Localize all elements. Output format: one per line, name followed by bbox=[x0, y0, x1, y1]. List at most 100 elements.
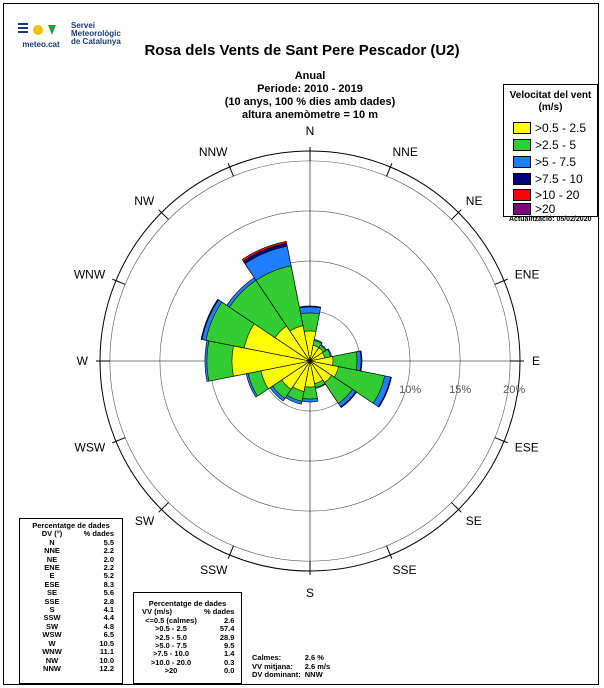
logo-site: meteo.cat bbox=[22, 40, 60, 49]
direction-label-SE: SE bbox=[466, 514, 482, 528]
direction-row: S 4.1 bbox=[28, 605, 116, 615]
direction-label-E: E bbox=[532, 354, 540, 368]
direction-row: W 10.5 bbox=[28, 638, 116, 648]
chart-frame bbox=[3, 3, 599, 685]
direction-label-ESE: ESE bbox=[515, 441, 539, 455]
direction-row: ESE 8.3 bbox=[28, 579, 116, 589]
direction-tick bbox=[158, 209, 169, 220]
direction-label-WSW: WSW bbox=[75, 441, 106, 455]
direction-tick bbox=[227, 163, 234, 177]
ring-label: 20% bbox=[503, 384, 525, 396]
direction-label-NE: NE bbox=[466, 194, 483, 208]
direction-row: E 5.2 bbox=[28, 572, 116, 581]
legend-title: Velocitat del vent (m/s) bbox=[509, 90, 592, 113]
summary-stats-table: Calmes: 2.6 % VV mitjana: 2.6 m/s DV dominan… bbox=[252, 653, 334, 680]
speed-cell: <=0.5 (calmes) bbox=[145, 615, 197, 625]
direction-cell: W bbox=[48, 638, 56, 648]
direction-label-N: N bbox=[306, 124, 315, 138]
direction-label-NNW: NNW bbox=[199, 145, 228, 159]
direction-percentage-table: Percentatge de dades DV (°)% dades N 5.5 N… bbox=[19, 518, 123, 684]
direction-row: ENE 2.2 bbox=[28, 563, 116, 572]
direction-cell: SSW bbox=[43, 613, 61, 623]
direction-pct-cell: 2.8 bbox=[103, 596, 114, 606]
direction-cell: WSW bbox=[42, 630, 62, 640]
stat-label: DV dominant: bbox=[252, 670, 301, 680]
direction-cell: S bbox=[49, 605, 55, 615]
direction-table: DV (°) % dades N 5.5 NNE 2.2 NE 2.0 ENE 2.2 E 5.2 E… bbox=[28, 529, 116, 673]
speed-table-header-vv: VV (m/s) bbox=[142, 607, 173, 617]
direction-cell: NW bbox=[45, 655, 59, 665]
direction-pct-cell: 2.2 bbox=[103, 546, 114, 556]
subtitle-line-1: Anual bbox=[294, 70, 326, 82]
speed-pct-cell: 9.5 bbox=[224, 641, 235, 651]
stat-label: Calmes: bbox=[252, 653, 282, 662]
legend: Velocitat del vent (m/s) >0.5 - 2.5 >2.5… bbox=[503, 84, 598, 217]
speed-pct-cell: 28.9 bbox=[219, 632, 235, 642]
direction-pct-cell: 2.0 bbox=[103, 554, 114, 564]
direction-pct-cell: 6.5 bbox=[103, 630, 114, 640]
direction-label-SSE: SSE bbox=[393, 563, 417, 577]
stat-label: VV mitjana: bbox=[252, 661, 293, 671]
direction-row: SE 5.6 bbox=[28, 588, 116, 598]
direction-cell: N bbox=[49, 537, 55, 547]
legend-label-6: >20 bbox=[535, 202, 556, 216]
direction-label-SW: SW bbox=[135, 514, 155, 528]
speed-row: >10.0 - 20.0 0.3 bbox=[140, 657, 236, 667]
logo-org-line1: Servei bbox=[71, 21, 96, 30]
speed-pct-cell: 0.0 bbox=[224, 666, 235, 676]
direction-tick bbox=[158, 502, 169, 513]
speed-cell: >10.0 - 20.0 bbox=[150, 657, 192, 667]
direction-cell: NNW bbox=[43, 663, 61, 673]
direction-tick bbox=[494, 437, 508, 444]
direction-pct-cell: 11.1 bbox=[99, 647, 114, 657]
legend-swatch-6 bbox=[513, 203, 531, 215]
ring-label: 15% bbox=[449, 384, 471, 396]
direction-tick bbox=[494, 278, 508, 285]
petal-NNW-1 bbox=[289, 325, 311, 362]
legend-label-2: >2.5 - 5 bbox=[535, 138, 577, 152]
stat-value: NNW bbox=[304, 670, 323, 680]
speed-row: >20 0.0 bbox=[140, 666, 236, 676]
speed-table: VV (m/s)% dades <=0.5 (calmes) 2.6 >0.5 - … bbox=[140, 607, 236, 676]
direction-label-SSW: SSW bbox=[200, 563, 228, 577]
direction-cell: ESE bbox=[44, 579, 60, 589]
direction-row: SSW 4.4 bbox=[28, 613, 116, 623]
legend-label-3: >5 - 7.5 bbox=[535, 155, 577, 169]
direction-pct-cell: 5.5 bbox=[103, 537, 114, 547]
direction-cell: NE bbox=[46, 554, 58, 564]
speed-row: >7.5 - 10.0 1.4 bbox=[140, 649, 236, 659]
direction-label-ENE: ENE bbox=[515, 268, 540, 282]
direction-table-header-dir: DV (°) bbox=[41, 529, 63, 539]
stat-row: Calmes: 2.6 % bbox=[252, 653, 334, 663]
direction-pct-cell: 4.1 bbox=[103, 605, 114, 615]
legend-swatch-4 bbox=[513, 173, 531, 185]
direction-table-title: Percentatge de dades bbox=[32, 521, 110, 530]
direction-pct-cell: 5.6 bbox=[103, 588, 114, 598]
direction-row: WSW 6.5 bbox=[28, 630, 116, 640]
meteocat-logo-icon: meteo.cat bbox=[17, 22, 65, 50]
legend-swatch-5 bbox=[513, 189, 531, 201]
legend-swatch-1 bbox=[513, 122, 531, 134]
direction-table-header-pct: % dades bbox=[83, 529, 114, 539]
subtitle-line-4: altura anemòmetre = 10 m bbox=[241, 109, 379, 121]
speed-pct-cell: 1.4 bbox=[224, 649, 235, 659]
direction-row: NNE 2.2 bbox=[28, 546, 116, 556]
direction-label-W: W bbox=[77, 354, 89, 368]
direction-cell: WNW bbox=[42, 647, 62, 657]
direction-cell: SE bbox=[46, 588, 57, 598]
speed-row: >0.5 - 2.5 57.4 bbox=[140, 624, 236, 633]
direction-pct-cell: 10.0 bbox=[99, 655, 114, 665]
logo-org-name: Servei Meteorològic de Catalunya bbox=[71, 22, 121, 46]
summary-stats: Calmes: 2.6 % VV mitjana: 2.6 m/s DV dominan… bbox=[252, 653, 334, 680]
direction-tick bbox=[227, 545, 234, 559]
direction-tick bbox=[451, 209, 462, 220]
logo-org-line2: Meteorològic bbox=[71, 29, 121, 38]
legend-label-1: >0.5 - 2.5 bbox=[535, 121, 587, 135]
stat-value: 2.6 % bbox=[304, 653, 324, 662]
speed-row: >5.0 - 7.5 9.5 bbox=[140, 641, 236, 651]
speed-row: >2.5 - 5.0 28.9 bbox=[140, 632, 236, 642]
chart-title: Rosa dels Vents de Sant Pere Pescador (U… bbox=[144, 42, 460, 59]
direction-row: WNW 11.1 bbox=[28, 647, 116, 657]
stat-value: 2.6 m/s bbox=[304, 661, 331, 671]
